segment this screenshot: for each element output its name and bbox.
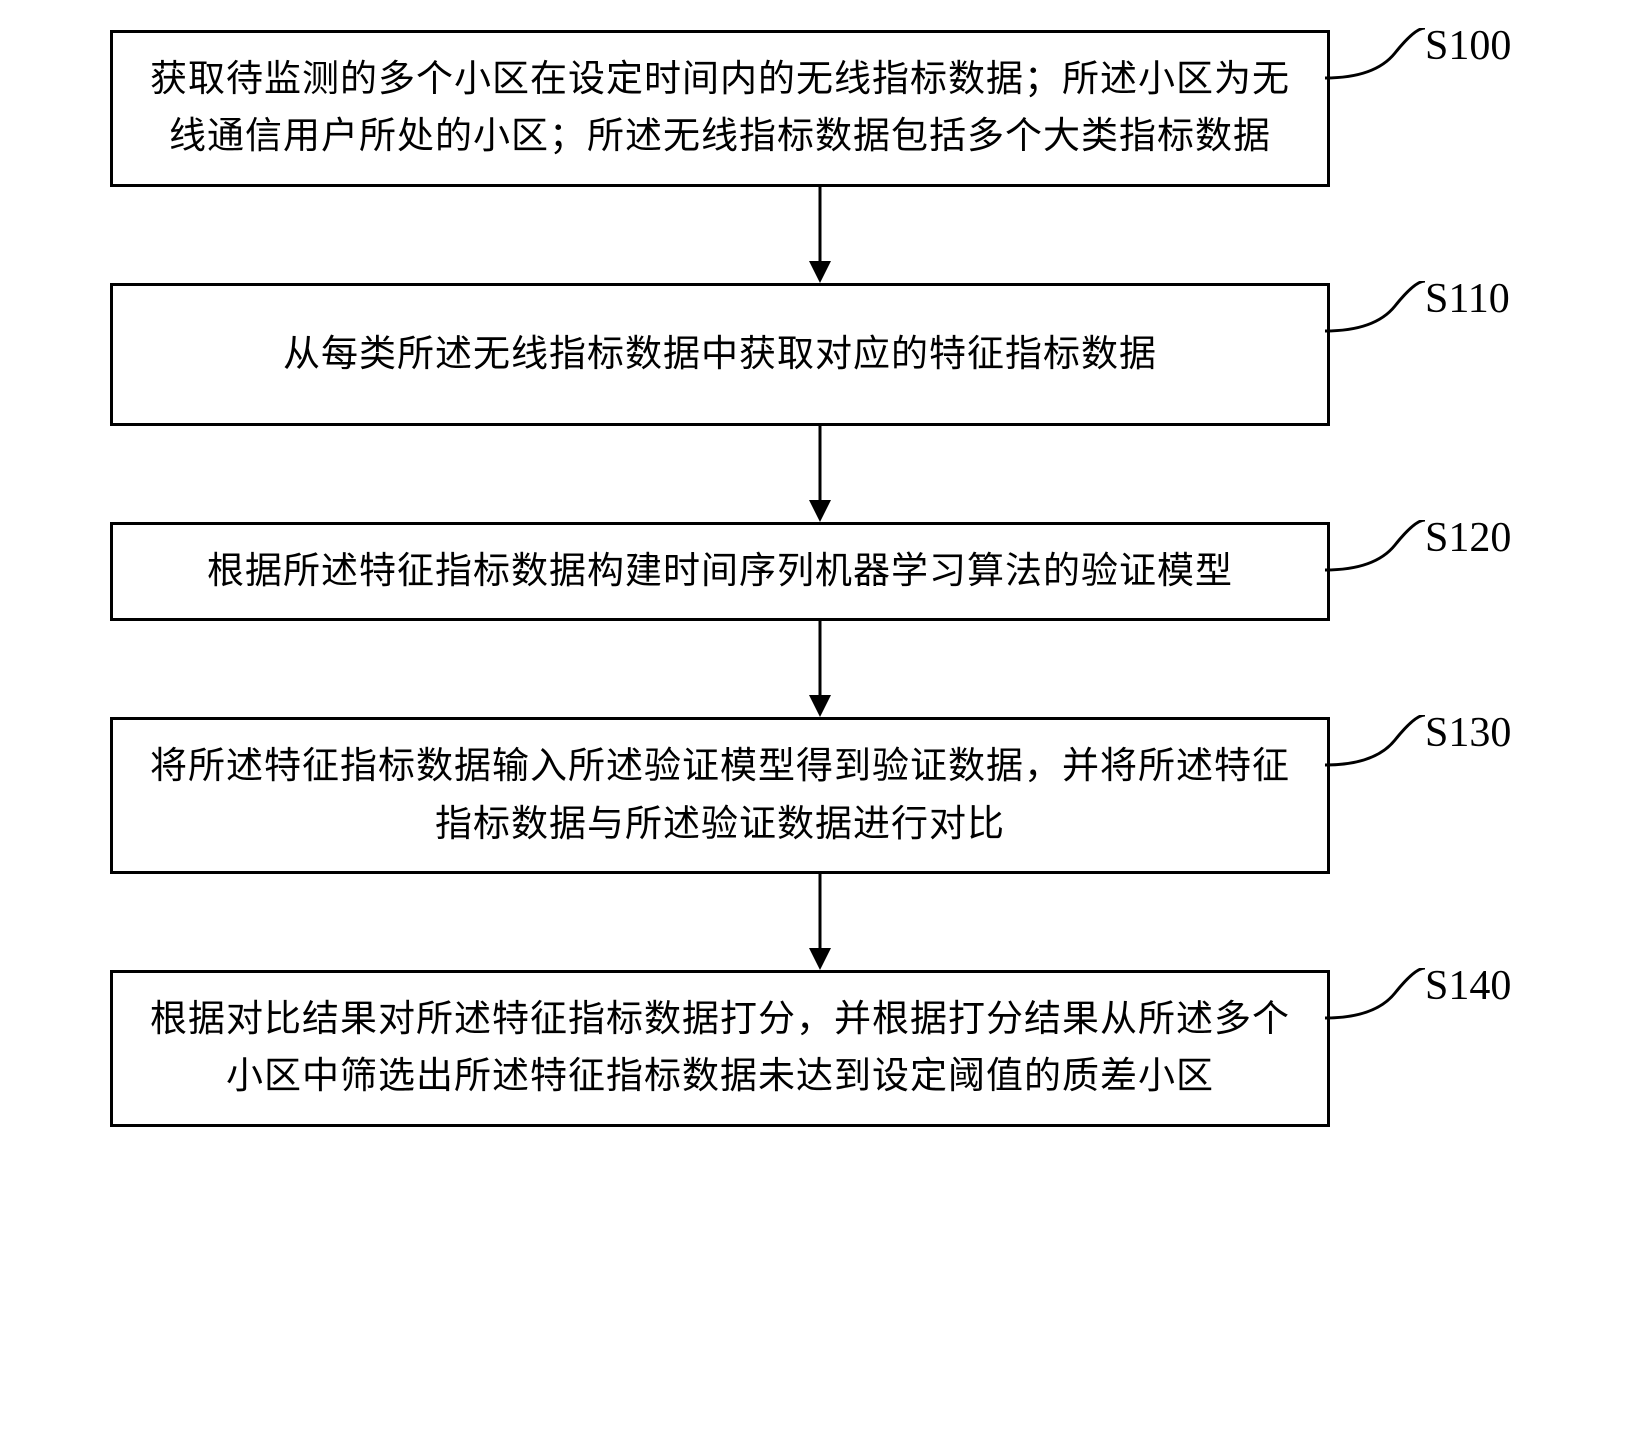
step-text: 从每类所述无线指标数据中获取对应的特征指标数据 — [283, 326, 1157, 383]
flowchart-step: 获取待监测的多个小区在设定时间内的无线指标数据；所述小区为无线通信用户所处的小区… — [50, 30, 1575, 187]
flowchart-arrow — [143, 874, 1483, 970]
step-box-s110: 从每类所述无线指标数据中获取对应的特征指标数据 — [110, 283, 1330, 426]
connector-curve-icon — [1325, 520, 1435, 580]
step-label: S110 — [1425, 275, 1510, 323]
step-label: S120 — [1425, 514, 1511, 562]
step-text: 根据对比结果对所述特征指标数据打分，并根据打分结果从所述多个小区中筛选出所述特征… — [143, 991, 1297, 1106]
step-text: 将所述特征指标数据输入所述验证模型得到验证数据，并将所述特征指标数据与所述验证数… — [143, 738, 1297, 853]
flowchart-step: 从每类所述无线指标数据中获取对应的特征指标数据 S110 — [50, 283, 1575, 426]
connector-curve-icon — [1325, 28, 1435, 88]
flowchart-step: 将所述特征指标数据输入所述验证模型得到验证数据，并将所述特征指标数据与所述验证数… — [50, 717, 1575, 874]
flowchart-arrow — [143, 621, 1483, 717]
step-text: 根据所述特征指标数据构建时间序列机器学习算法的验证模型 — [207, 543, 1233, 600]
step-text: 获取待监测的多个小区在设定时间内的无线指标数据；所述小区为无线通信用户所处的小区… — [143, 51, 1297, 166]
step-label: S140 — [1425, 962, 1511, 1010]
step-box-s100: 获取待监测的多个小区在设定时间内的无线指标数据；所述小区为无线通信用户所处的小区… — [110, 30, 1330, 187]
connector-curve-icon — [1325, 281, 1435, 341]
arrow-down-icon — [805, 621, 835, 717]
arrow-down-icon — [805, 426, 835, 522]
step-box-s130: 将所述特征指标数据输入所述验证模型得到验证数据，并将所述特征指标数据与所述验证数… — [110, 717, 1330, 874]
flowchart-container: 获取待监测的多个小区在设定时间内的无线指标数据；所述小区为无线通信用户所处的小区… — [50, 30, 1575, 1127]
step-label: S100 — [1425, 22, 1511, 70]
step-box-s140: 根据对比结果对所述特征指标数据打分，并根据打分结果从所述多个小区中筛选出所述特征… — [110, 970, 1330, 1127]
arrow-down-icon — [805, 874, 835, 970]
arrow-down-icon — [805, 187, 835, 283]
connector-curve-icon — [1325, 715, 1435, 775]
flowchart-step: 根据所述特征指标数据构建时间序列机器学习算法的验证模型 S120 — [50, 522, 1575, 621]
flowchart-arrow — [143, 187, 1483, 283]
step-box-s120: 根据所述特征指标数据构建时间序列机器学习算法的验证模型 — [110, 522, 1330, 621]
connector-curve-icon — [1325, 968, 1435, 1028]
flowchart-step: 根据对比结果对所述特征指标数据打分，并根据打分结果从所述多个小区中筛选出所述特征… — [50, 970, 1575, 1127]
flowchart-arrow — [143, 426, 1483, 522]
step-label: S130 — [1425, 709, 1511, 757]
